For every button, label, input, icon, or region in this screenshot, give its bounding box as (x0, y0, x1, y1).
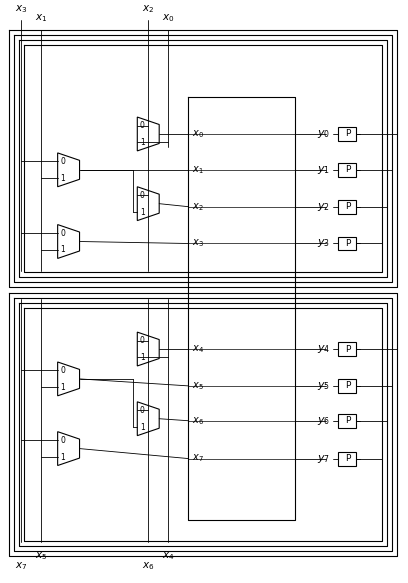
Text: $y_6$: $y_6$ (317, 415, 330, 427)
Text: $x_6$: $x_6$ (142, 560, 155, 572)
Bar (338, 452, 356, 465)
Text: 0: 0 (140, 121, 145, 130)
Text: 1: 1 (60, 174, 65, 182)
Text: 0: 0 (60, 366, 65, 375)
Bar (338, 200, 356, 213)
Text: $x_4$: $x_4$ (162, 550, 175, 562)
Bar (338, 414, 356, 428)
Bar (338, 127, 356, 141)
Text: $x_5$: $x_5$ (192, 380, 204, 392)
Text: $x_7$: $x_7$ (15, 560, 27, 572)
Text: P: P (345, 239, 350, 248)
Text: P: P (345, 129, 350, 139)
Bar (338, 379, 356, 393)
Text: P: P (345, 166, 350, 174)
Text: $x_3$: $x_3$ (15, 3, 27, 15)
Text: P: P (345, 454, 350, 463)
Text: 0: 0 (60, 436, 65, 445)
Text: $x_3$: $x_3$ (192, 238, 204, 250)
Text: $y_2$: $y_2$ (317, 201, 330, 213)
Text: 1: 1 (140, 423, 144, 431)
Text: 1: 1 (140, 208, 144, 217)
Bar (338, 237, 356, 251)
Text: 1: 1 (140, 138, 144, 147)
Text: P: P (345, 416, 350, 425)
Text: 0: 0 (60, 229, 65, 237)
Text: 0: 0 (140, 191, 145, 200)
Text: $y_7$: $y_7$ (317, 452, 330, 465)
Text: 1: 1 (60, 245, 65, 254)
Text: $x_5$: $x_5$ (35, 550, 47, 562)
Text: $y_3$: $y_3$ (317, 237, 330, 250)
Text: $x_6$: $x_6$ (192, 415, 204, 427)
Text: 0: 0 (60, 157, 65, 166)
Text: $y_0$: $y_0$ (317, 128, 330, 140)
Text: $x_1$: $x_1$ (35, 13, 47, 24)
Text: 0: 0 (140, 406, 145, 415)
Text: $y_1$: $y_1$ (317, 164, 330, 176)
Text: P: P (345, 202, 350, 211)
Text: $x_2$: $x_2$ (142, 3, 154, 15)
Text: 1: 1 (140, 353, 144, 362)
Text: P: P (345, 381, 350, 391)
Bar (338, 342, 356, 356)
Text: 1: 1 (60, 452, 65, 462)
Text: $x_4$: $x_4$ (192, 343, 204, 355)
Text: $x_0$: $x_0$ (162, 13, 175, 24)
Text: $x_7$: $x_7$ (192, 452, 204, 465)
Bar (338, 163, 356, 177)
Text: $x_1$: $x_1$ (192, 164, 204, 175)
Text: 0: 0 (140, 336, 145, 345)
Text: 1: 1 (60, 383, 65, 392)
Text: $y_5$: $y_5$ (317, 380, 330, 392)
Text: $x_0$: $x_0$ (192, 128, 204, 140)
Text: P: P (345, 345, 350, 353)
Text: $y_4$: $y_4$ (317, 343, 330, 355)
Text: $x_2$: $x_2$ (192, 201, 204, 213)
